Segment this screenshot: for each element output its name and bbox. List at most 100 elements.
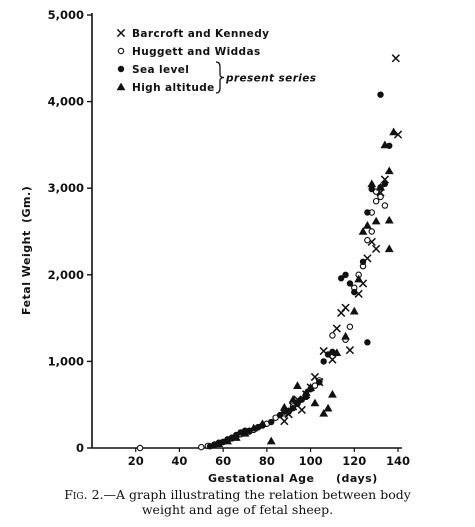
data-point <box>276 411 284 419</box>
data-point <box>240 428 250 437</box>
data-point <box>323 403 333 412</box>
data-point <box>223 436 232 445</box>
data-point <box>341 303 350 312</box>
data-point <box>384 244 394 253</box>
data-point <box>372 244 381 253</box>
marker-stroke <box>354 289 363 298</box>
data-point <box>368 185 375 193</box>
data-point <box>341 331 350 340</box>
data-point <box>346 280 354 287</box>
marker-stroke <box>393 130 403 139</box>
marker-stroke <box>391 54 400 63</box>
data-point <box>266 436 276 445</box>
series-huggett-and-widdas <box>136 184 389 452</box>
data-point <box>231 433 241 441</box>
y-tick-label: 5,000 <box>48 8 84 22</box>
data-point <box>249 423 259 432</box>
marker-stroke <box>310 372 320 382</box>
data-point <box>320 358 327 365</box>
data-point <box>381 202 389 209</box>
data-point <box>354 274 364 283</box>
data-points <box>136 54 403 452</box>
data-point <box>214 439 224 447</box>
marker-stroke <box>372 244 381 253</box>
data-point <box>359 258 367 266</box>
x-tick-label: 120 <box>342 454 366 468</box>
data-point <box>384 215 394 224</box>
data-point <box>377 193 384 201</box>
legend-label: Barcroft and Kennedy <box>132 28 269 40</box>
data-point <box>198 443 205 451</box>
data-point <box>376 182 385 191</box>
axes <box>91 13 402 449</box>
y-tick-label: 0 <box>76 441 84 455</box>
marker-stroke <box>280 417 289 426</box>
data-point <box>372 197 380 205</box>
data-point <box>332 348 342 357</box>
axis-ticks: 0 1,000 2,000 3,000 4,000 5,000 20 40 60 80 100 120… <box>48 8 410 468</box>
data-point <box>319 408 329 417</box>
marker-stroke <box>319 346 328 356</box>
data-point <box>279 402 289 411</box>
data-point <box>329 332 336 339</box>
data-point <box>349 306 359 315</box>
y-axis-label: Fetal Weight <box>20 230 33 315</box>
data-point <box>332 324 341 333</box>
data-point <box>380 140 390 149</box>
data-point <box>351 288 358 296</box>
data-point <box>384 166 394 175</box>
caption-fig-label: Fig. 2. <box>64 487 104 502</box>
marker-stroke <box>332 324 341 333</box>
legend-marker <box>117 47 125 55</box>
data-point <box>337 275 345 282</box>
data-point <box>345 346 355 355</box>
data-point <box>367 179 377 188</box>
y-tick-label: 4,000 <box>48 95 84 109</box>
y-tick-label: 1,000 <box>48 354 84 368</box>
x-tick-label: 80 <box>259 454 275 468</box>
x-tick-label: 40 <box>171 454 187 468</box>
data-point <box>328 355 337 364</box>
x-tick-label: 100 <box>299 454 323 468</box>
marker-stroke <box>367 237 376 247</box>
legend-bracket <box>215 61 225 94</box>
marker-stroke <box>297 405 306 415</box>
data-point <box>389 127 399 136</box>
series-high-altitude <box>214 127 399 447</box>
data-point <box>311 382 319 389</box>
data-point <box>288 395 298 403</box>
marker-stroke <box>328 355 337 364</box>
data-point <box>377 91 384 98</box>
y-tick-label: 2,000 <box>48 268 84 282</box>
x-tick-label: 20 <box>128 454 144 468</box>
data-point <box>316 378 323 386</box>
series-barcroft-and-kennedy <box>280 54 403 426</box>
data-point <box>346 323 354 331</box>
legend-label: Sea level <box>132 64 189 76</box>
data-point <box>289 404 297 412</box>
data-point <box>368 228 376 235</box>
x-axis-label: Gestational Age <box>208 472 315 485</box>
legend-bracket-label: present series <box>225 73 316 85</box>
data-point <box>358 227 368 235</box>
data-point <box>381 180 389 188</box>
legend-marker <box>116 82 126 91</box>
data-point <box>306 382 315 391</box>
data-point <box>293 381 302 389</box>
scatter-plot: 0 1,000 2,000 3,000 4,000 5,000 20 40 60 80 100 120… <box>20 8 410 485</box>
marker-stroke <box>345 346 355 355</box>
series-sea-level <box>206 91 393 450</box>
data-point <box>268 418 275 426</box>
y-tick-label: 3,000 <box>48 181 84 195</box>
x-tick-label: 140 <box>386 454 410 468</box>
data-point <box>258 419 267 428</box>
data-point <box>364 339 371 346</box>
data-point <box>364 236 371 244</box>
data-point <box>363 221 372 229</box>
x-axis-unit: (days) <box>336 472 378 485</box>
data-point <box>391 54 400 63</box>
legend: Barcroft and Kennedy Huggett and Widdas Se… <box>116 28 316 94</box>
data-point <box>371 216 381 225</box>
data-point <box>136 444 144 452</box>
figure-caption: Fig. 2.—A graph illustrating the relatio… <box>0 487 475 517</box>
